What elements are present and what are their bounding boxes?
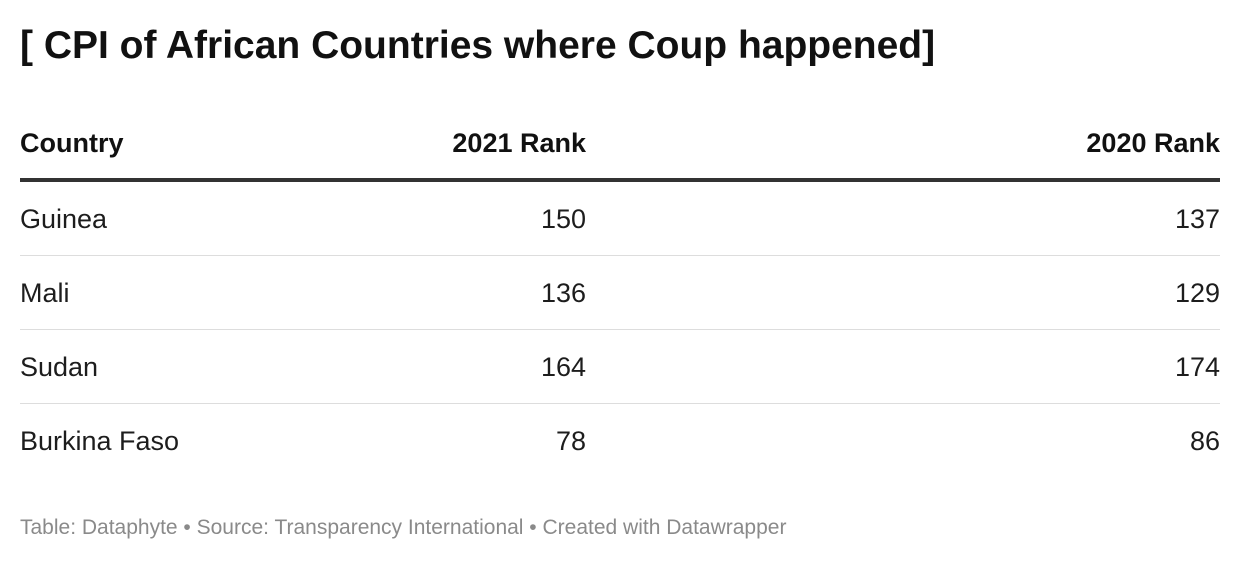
table-title: [ CPI of African Countries where Coup ha… — [20, 24, 936, 67]
table-row-burkina-faso: Burkina Faso 78 86 — [20, 404, 1220, 478]
column-header-2020-rank: 2020 Rank — [1086, 128, 1220, 158]
table-row-mali: Mali 136 129 — [20, 256, 1220, 330]
rank-2021-cell: 164 — [540, 351, 586, 382]
source-footer: Table: Dataphyte • Source: Transparency … — [20, 516, 787, 539]
country-cell: Burkina Faso — [20, 426, 180, 456]
table-header-row: Country 2021 Rank 2020 Rank — [20, 108, 1220, 182]
rank-2020-cell: 86 — [1189, 426, 1220, 456]
rank-2021-cell: 136 — [540, 277, 586, 308]
table-row-sudan: Sudan 164 174 — [20, 330, 1220, 404]
table-row-guinea: Guinea 150 137 — [20, 182, 1220, 256]
cpi-table: Country 2021 Rank 2020 Rank Guinea 150 1… — [20, 108, 1220, 478]
rank-2021-cell: 150 — [540, 203, 586, 234]
rank-2020-cell: 174 — [1174, 351, 1220, 382]
rank-2020-cell: 137 — [1174, 203, 1220, 234]
country-cell: Sudan — [20, 351, 99, 382]
country-cell: Mali — [20, 277, 70, 308]
country-cell: Guinea — [20, 203, 108, 234]
column-header-2021-rank: 2021 Rank — [452, 128, 586, 158]
rank-2021-cell: 78 — [555, 426, 586, 456]
column-header-country: Country — [20, 128, 124, 158]
rank-2020-cell: 129 — [1174, 277, 1220, 308]
